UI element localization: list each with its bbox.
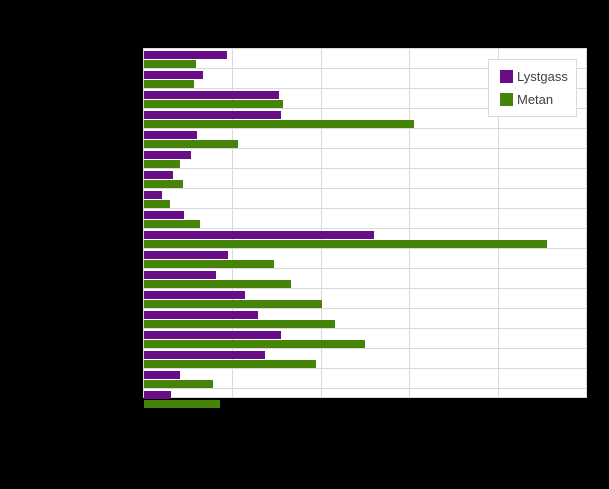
plot-area: Lystgass Metan xyxy=(143,48,587,408)
lystgass-bar xyxy=(144,331,282,339)
bar-row xyxy=(144,269,586,289)
metan-bar xyxy=(144,340,365,348)
bar-row xyxy=(144,89,586,109)
metan-bar xyxy=(144,260,274,268)
lystgass-bar xyxy=(144,291,245,299)
bar-row xyxy=(144,189,586,209)
metan-bar xyxy=(144,240,548,248)
lystgass-swatch-icon xyxy=(500,69,513,83)
lystgass-bar xyxy=(144,111,281,119)
bar-row xyxy=(144,249,586,269)
lystgass-bar xyxy=(144,211,184,219)
bar-rows xyxy=(144,49,586,408)
gridline xyxy=(320,49,322,397)
metan-bar xyxy=(144,360,316,368)
metan-bar xyxy=(144,180,183,188)
metan-bar xyxy=(144,320,335,328)
metan-bar xyxy=(144,60,196,68)
bar-row xyxy=(144,309,586,329)
bar-row xyxy=(144,149,586,169)
legend-label-metan: Metan xyxy=(517,92,554,108)
lystgass-bar xyxy=(144,271,217,279)
bar-row xyxy=(144,49,586,69)
metan-bar xyxy=(144,200,171,208)
metan-bar xyxy=(144,120,414,128)
bar-row xyxy=(144,69,586,89)
lystgass-bar xyxy=(144,371,180,379)
legend-item-lystgass[interactable]: Lystgass xyxy=(500,69,576,84)
legend: Lystgass Metan xyxy=(488,59,577,117)
metan-bar xyxy=(144,380,213,388)
bar-row xyxy=(144,129,586,149)
lystgass-bar xyxy=(144,191,163,199)
lystgass-bar xyxy=(144,91,279,99)
metan-bar xyxy=(144,300,323,308)
metan-bar xyxy=(144,220,200,228)
metan-bar xyxy=(144,400,221,408)
lystgass-bar xyxy=(144,171,173,179)
vertical-gridlines xyxy=(144,49,586,397)
lystgass-bar xyxy=(144,131,197,139)
lystgass-bar xyxy=(144,231,374,239)
bar-row xyxy=(144,349,586,369)
metan-bar xyxy=(144,140,239,148)
lystgass-bar xyxy=(144,251,229,259)
metan-bar xyxy=(144,160,180,168)
gridline xyxy=(232,49,234,397)
bar-row xyxy=(144,289,586,309)
lystgass-bar xyxy=(144,71,203,79)
bar-row xyxy=(144,329,586,349)
bar-row xyxy=(144,169,586,189)
metan-bar xyxy=(144,80,194,88)
metan-bar xyxy=(144,280,292,288)
legend-item-metan[interactable]: Metan xyxy=(500,92,576,107)
bar-row xyxy=(144,109,586,129)
metan-bar xyxy=(144,100,283,108)
gridline xyxy=(409,49,411,397)
lystgass-bar xyxy=(144,351,266,359)
lystgass-bar xyxy=(144,51,227,59)
bar-row xyxy=(144,369,586,389)
bar-row xyxy=(144,229,586,249)
bar-row xyxy=(144,389,586,408)
bar-row xyxy=(144,209,586,229)
lystgass-bar xyxy=(144,391,172,399)
lystgass-bar xyxy=(144,151,191,159)
lystgass-bar xyxy=(144,311,259,319)
legend-label-lystgass: Lystgass xyxy=(517,68,568,84)
metan-swatch-icon xyxy=(500,93,513,107)
gridline xyxy=(497,49,499,397)
